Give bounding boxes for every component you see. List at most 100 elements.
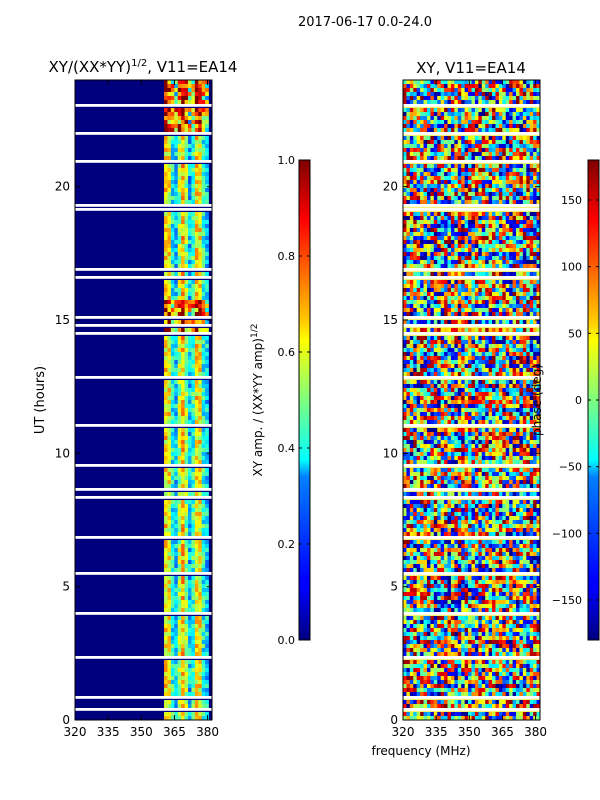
left-heatmap-cell xyxy=(184,252,189,257)
right-heatmap-cell xyxy=(440,420,445,425)
right-heatmap-cell xyxy=(488,220,493,225)
left-heatmap-cell xyxy=(181,576,185,581)
left-heatmap-cell xyxy=(170,348,175,353)
right-heatmap-cell xyxy=(512,352,517,357)
right-heatmap-cell xyxy=(495,288,500,293)
right-heatmap-cell xyxy=(488,192,493,197)
right-heatmap-cell xyxy=(498,260,503,265)
left-heatmap-cell xyxy=(205,216,209,221)
right-heatmap-cell xyxy=(444,292,448,297)
right-heatmap-cell xyxy=(440,336,445,341)
right-heatmap-cell xyxy=(433,256,438,261)
left-heatmap-cell xyxy=(201,448,206,453)
right-heatmap-cell xyxy=(426,308,431,313)
right-heatmap-cell xyxy=(529,428,534,433)
right-heatmap-cell xyxy=(450,176,455,181)
right-heatmap-cell xyxy=(447,148,452,153)
right-heatmap-cell xyxy=(533,120,537,125)
right-heatmap-cell xyxy=(444,420,448,425)
left-heatmap-cell xyxy=(205,384,209,389)
right-heatmap-cell xyxy=(512,420,517,425)
left-heatmap-cell xyxy=(174,460,179,465)
left-heatmap-cell xyxy=(184,404,189,409)
left-heatmap-cell xyxy=(164,664,168,669)
right-heatmap-cell xyxy=(529,412,534,417)
left-heatmap-cell xyxy=(184,360,189,365)
left-colorbar: 0.00.20.40.60.81.0 XY amp. / (XX*YY amp)… xyxy=(250,154,311,647)
left-heatmap-cell xyxy=(164,532,168,537)
right-heatmap-cell xyxy=(478,168,483,173)
left-heatmap-cell xyxy=(191,380,196,385)
right-heatmap-cell xyxy=(512,176,517,181)
right-heatmap-cell xyxy=(430,124,435,129)
right-heatmap-cell xyxy=(430,388,435,393)
right-heatmap-cell xyxy=(430,248,435,253)
left-heatmap-cell xyxy=(198,604,203,609)
right-heatmap-cell xyxy=(512,92,517,97)
right-heatmap-cell xyxy=(522,344,527,349)
right-heatmap-cell xyxy=(519,340,524,345)
right-heatmap-cell xyxy=(430,364,435,369)
right-heatmap-cell xyxy=(440,328,445,333)
right-heatmap-cell xyxy=(457,128,462,133)
right-heatmap-cell xyxy=(481,372,486,377)
right-heatmap-cell xyxy=(529,312,534,317)
left-heatmap-cell xyxy=(167,716,172,720)
left-heatmap-cell xyxy=(188,412,192,417)
left-heatmap-cell xyxy=(167,296,172,301)
left-heatmap-cell xyxy=(205,312,209,317)
left-heatmap-cell xyxy=(194,244,199,249)
right-heatmap-cell xyxy=(478,164,483,169)
left-heatmap-cell xyxy=(201,504,206,509)
right-heatmap-cell xyxy=(529,372,534,377)
right-heatmap-cell xyxy=(433,408,438,413)
right-heatmap-cell xyxy=(495,336,500,341)
left-colorbar-label: XY amp. / (XX*YY amp)1/2 xyxy=(250,324,265,477)
left-heatmap-cell xyxy=(164,468,168,473)
right-heatmap-cell xyxy=(533,156,537,161)
right-heatmap-cell xyxy=(495,364,500,369)
right-heatmap-cell xyxy=(433,392,438,397)
right-heatmap-cell xyxy=(498,244,503,249)
right-heatmap-cell xyxy=(409,80,414,85)
left-heatmap-cell xyxy=(188,384,192,389)
left-heatmap-cell xyxy=(198,480,203,485)
right-heatmap-cell xyxy=(450,156,455,161)
right-heatmap-cell xyxy=(519,176,524,181)
left-heatmap-cell xyxy=(170,468,175,473)
left-heatmap-cell xyxy=(174,516,179,521)
right-heatmap-cell xyxy=(536,272,540,277)
left-heatmap-cell xyxy=(205,168,209,173)
left-heatmap-cell xyxy=(167,300,172,305)
right-heatmap-cell xyxy=(454,180,459,185)
right-heatmap-cell xyxy=(423,216,428,221)
right-heatmap-cell xyxy=(416,236,421,241)
right-heatmap-cell xyxy=(426,360,431,365)
right-heatmap-cell xyxy=(444,188,448,193)
left-heatmap-cell xyxy=(174,576,179,581)
left-heatmap-cell xyxy=(167,440,172,445)
left-heatmap-cell xyxy=(201,384,206,389)
right-heatmap-cell xyxy=(471,236,476,241)
right-heatmap-cell xyxy=(498,96,503,101)
right-heatmap-cell xyxy=(426,248,431,253)
right-heatmap-cell xyxy=(454,188,459,193)
left-heatmap-cell xyxy=(167,100,172,105)
right-heatmap-cell xyxy=(485,216,489,221)
right-heatmap-cell xyxy=(409,180,414,185)
left-heatmap-cell xyxy=(205,604,209,609)
right-heatmap-cell xyxy=(522,388,527,393)
right-heatmap-cell xyxy=(420,404,424,409)
left-heatmap-cell xyxy=(198,624,203,629)
left-heatmap-cell xyxy=(198,428,203,433)
right-heatmap-cell xyxy=(529,240,534,245)
right-heatmap-cell xyxy=(526,168,531,173)
right-heatmap-cell xyxy=(512,304,517,309)
right-heatmap-cell xyxy=(536,96,540,101)
right-heatmap-cell xyxy=(409,220,414,225)
left-heatmap-cell xyxy=(170,112,175,117)
right-heatmap-cell xyxy=(471,272,476,277)
right-heatmap-cell xyxy=(512,284,517,289)
left-heatmap-cell xyxy=(170,120,175,125)
left-heatmap-cell xyxy=(181,428,185,433)
